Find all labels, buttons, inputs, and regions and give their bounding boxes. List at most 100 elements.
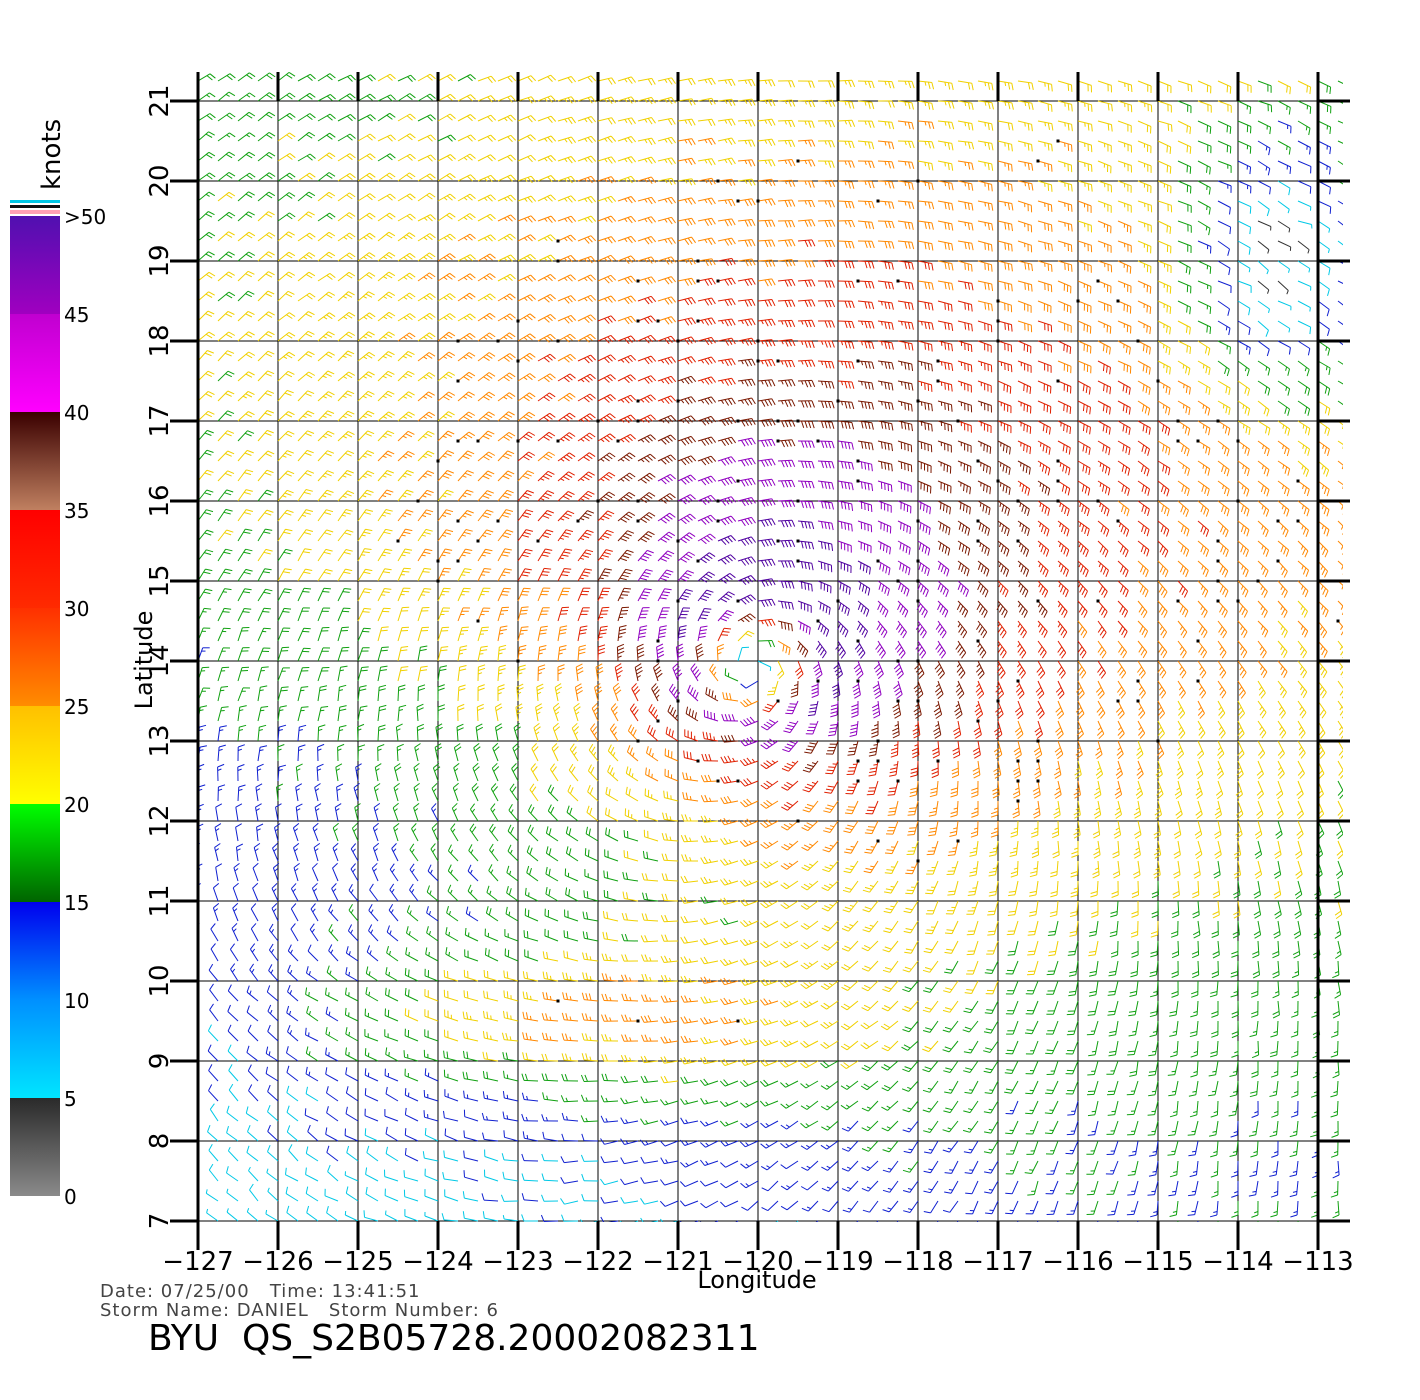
wind-barb <box>497 529 514 542</box>
wind-barb <box>617 335 637 345</box>
wind-barb <box>227 1044 239 1062</box>
wind-barb <box>537 95 557 103</box>
wind-barb <box>790 680 799 698</box>
wind-barb <box>1229 1140 1239 1157</box>
wind-barb <box>477 95 497 103</box>
wind-barb <box>1217 340 1231 355</box>
wind-barb <box>1334 900 1343 920</box>
wind-barb <box>1117 640 1128 659</box>
wind-barb <box>777 279 796 287</box>
wind-barb <box>1013 740 1022 759</box>
wind-barb <box>517 75 537 83</box>
wind-barb <box>657 588 672 602</box>
wind-barb <box>1197 200 1211 215</box>
wind-barb <box>357 93 376 102</box>
wind-barb <box>662 812 679 822</box>
wind-barb <box>596 413 616 423</box>
wind-barb <box>217 191 236 202</box>
wind-barb <box>217 548 233 562</box>
wind-barb <box>297 607 310 622</box>
wind-barb <box>597 549 613 562</box>
wind-barb <box>517 529 534 542</box>
wind-barb <box>664 748 679 762</box>
wind-barb <box>617 255 637 265</box>
wind-barb <box>1256 579 1268 598</box>
x-tick-label: −114 <box>1202 1247 1273 1277</box>
wind-barb <box>780 1060 799 1068</box>
wind-barb <box>1297 120 1311 136</box>
wind-barb <box>677 297 696 306</box>
wind-barb <box>877 260 894 270</box>
wind-barb <box>1172 880 1180 899</box>
wind-barb <box>700 956 719 965</box>
wind-barb <box>536 683 544 702</box>
wind-barb <box>384 1029 399 1042</box>
wind-barb <box>364 1108 379 1122</box>
wind-barb <box>247 1024 259 1042</box>
wind-barb <box>861 960 879 972</box>
wind-barb <box>564 868 579 882</box>
wind-barb <box>697 494 717 505</box>
wind-barb <box>990 800 999 818</box>
wind-barb <box>881 1100 899 1111</box>
wind-barb <box>392 802 399 822</box>
wind-barb <box>916 559 930 577</box>
wind-barb <box>248 1166 259 1182</box>
wind-barb <box>617 96 636 104</box>
wind-barb <box>1177 1220 1179 1222</box>
wind-barb <box>676 589 693 603</box>
wind-barb <box>1017 520 1030 537</box>
wind-barb <box>577 96 596 104</box>
wind-barb <box>1077 360 1092 374</box>
wind-barb <box>297 191 316 202</box>
wind-barb <box>897 300 914 311</box>
wind-barb <box>1087 1120 1099 1136</box>
wind-barb <box>1317 120 1332 135</box>
wind-barb <box>463 1170 479 1182</box>
wind-barb <box>257 548 273 562</box>
wind-barb <box>277 411 295 422</box>
wind-barb <box>386 945 399 962</box>
wind-barb <box>1047 920 1059 936</box>
wind-barb <box>277 389 294 402</box>
wind-barb <box>605 807 619 822</box>
wind-barb <box>597 568 612 582</box>
wind-barb <box>443 1050 459 1062</box>
wind-barb <box>837 260 855 269</box>
wind-barb <box>317 212 336 222</box>
wind-barb <box>577 452 596 462</box>
wind-barb <box>1069 920 1079 937</box>
wind-barb <box>882 940 899 953</box>
wind-barb <box>497 431 516 442</box>
wind-barb <box>1097 200 1112 213</box>
wind-barb <box>1196 639 1208 659</box>
wind-barb <box>1217 320 1231 336</box>
wind-barb <box>1037 240 1053 252</box>
wind-barb <box>717 377 736 386</box>
wind-barb <box>1317 320 1330 337</box>
wind-barb <box>802 800 819 813</box>
wind-barb <box>906 840 919 855</box>
wind-barb <box>357 212 376 222</box>
wind-barb <box>1177 460 1190 476</box>
wind-barb <box>1337 260 1343 264</box>
wind-barb <box>524 887 539 902</box>
wind-barb <box>1137 380 1151 395</box>
wind-barb <box>267 1124 279 1142</box>
wind-barb <box>561 1214 579 1222</box>
wind-barb <box>737 98 756 107</box>
wind-barb <box>364 1128 379 1142</box>
wind-barb <box>357 371 375 382</box>
wind-barb <box>536 529 554 543</box>
wind-barb <box>484 1169 499 1182</box>
wind-barb <box>277 351 296 362</box>
colorbar-tick-label: >50 <box>64 205 106 229</box>
wind-barb <box>482 1051 499 1062</box>
wind-barb <box>883 900 899 914</box>
wind-barb <box>1254 840 1263 859</box>
wind-barb <box>517 626 529 642</box>
wind-barb <box>776 419 796 428</box>
wind-barb <box>416 703 424 722</box>
wind-barb <box>777 379 796 387</box>
wind-barb <box>823 800 839 813</box>
